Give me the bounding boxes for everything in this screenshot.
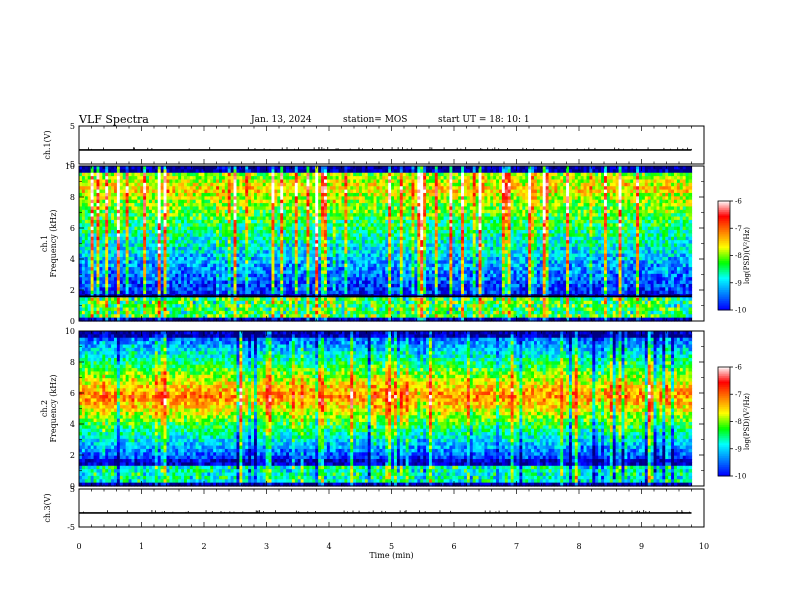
y-tick-label: 10: [65, 162, 75, 171]
y-axis-label: Frequency (kHz): [49, 209, 58, 277]
voltage-spikes: [88, 147, 692, 150]
panel-ch3-voltage: ch.3(V) 5 -5: [43, 485, 705, 532]
colorbar-tick-label: -8: [735, 418, 742, 426]
colorbar-label: log(PSD)(V²/Hz): [743, 393, 751, 450]
x-axis-label: Time (min): [369, 551, 413, 560]
observation-date: Jan. 13, 2024: [251, 115, 312, 125]
panel-ch2-spectrogram: ch.2 Frequency (kHz) -6 -7 -8 -9 -10 log(PSD)(V…: [40, 327, 751, 491]
y-axis-label-channel: ch.1: [40, 235, 49, 252]
panel-ch1-voltage: ch.1(V) 5 -5: [43, 122, 705, 169]
y-tick-label: -5: [67, 160, 75, 169]
start-time-label: start UT = 18: 10: 1: [438, 115, 530, 125]
y-axis-label: ch.1(V): [43, 130, 52, 159]
x-axis: 0 1 2 3 4 5 6 7 8 9 10 Time (min): [76, 542, 709, 560]
spectrogram-cells: [79, 331, 693, 487]
voltage-spikes: [83, 509, 690, 513]
y-axis-label: ch.3(V): [43, 493, 52, 522]
colorbar-tick-label: -9: [735, 279, 742, 287]
y-axis-label: Frequency (kHz): [49, 374, 58, 442]
y-axis-label-channel: ch.2: [40, 400, 49, 417]
y-tick-label: 8: [70, 193, 75, 202]
x-tick-label: 6: [451, 542, 456, 551]
x-tick-label: 9: [639, 542, 644, 551]
y-tick-label: 5: [70, 122, 75, 131]
colorbar-tick-label: -6: [735, 364, 742, 372]
colorbar-tick-label: -8: [735, 252, 742, 260]
x-tick-label: 8: [576, 542, 581, 551]
colorbar-tick-label: -7: [735, 225, 742, 233]
y-tick-label: -5: [67, 523, 75, 532]
x-tick-label: 5: [389, 542, 394, 551]
x-tick-label: 1: [139, 542, 144, 551]
y-tick-label: 6: [70, 389, 75, 398]
station-label: station= MOS: [343, 115, 407, 125]
y-tick-label: 4: [70, 255, 75, 264]
y-tick-label: 2: [70, 286, 75, 295]
x-tick-label: 3: [264, 542, 269, 551]
colorbar-tick-label: -6: [735, 198, 742, 206]
x-tick-label: 10: [699, 542, 709, 551]
y-tick-label: 6: [70, 224, 75, 233]
y-tick-label: 4: [70, 420, 75, 429]
y-tick-label: 5: [70, 485, 75, 494]
colorbar-tick-label: -10: [735, 307, 746, 315]
colorbar-tick-label: -9: [735, 445, 742, 453]
colorbar: -6 -7 -8 -9 -10 log(PSD)(V²/Hz): [717, 198, 751, 315]
figure-title: VLF Spectra: [79, 113, 149, 126]
y-tick-label: 2: [70, 451, 75, 460]
panel-frame: [78, 488, 705, 528]
spectrogram-cells: [79, 166, 693, 322]
panel-frame: [78, 125, 705, 165]
x-tick-label: 4: [326, 542, 331, 551]
x-tick-label: 0: [76, 542, 81, 551]
x-tick-label: 7: [514, 542, 519, 551]
x-tick-label: 2: [201, 542, 206, 551]
panel-ch1-spectrogram: ch.1 Frequency (kHz) -6 -7 -8 -9 -10 log(PSD)(V…: [40, 162, 751, 326]
colorbar-tick-label: -10: [735, 473, 746, 481]
colorbar: -6 -7 -8 -9 -10 log(PSD)(V²/Hz): [717, 364, 751, 481]
y-tick-label: 10: [65, 327, 75, 336]
y-tick-label: 0: [70, 482, 75, 491]
colorbar-tick-label: -7: [735, 391, 742, 399]
y-tick-label: 8: [70, 358, 75, 367]
y-tick-label: 0: [70, 317, 75, 326]
colorbar-label: log(PSD)(V²/Hz): [743, 227, 751, 284]
